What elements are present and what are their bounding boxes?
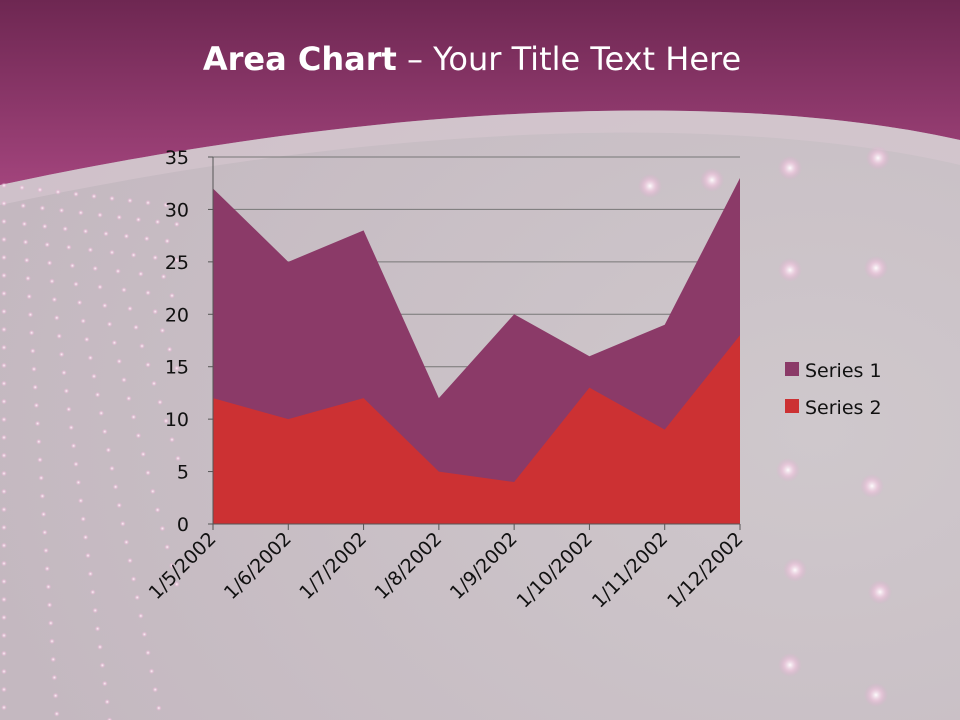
y-tick-label: 10 [165,409,189,431]
y-tick-label: 0 [177,514,189,536]
y-tick-label: 20 [165,304,189,326]
x-tick-label: 1/10/2002 [513,528,597,612]
background-light-dots [1,146,892,720]
x-tick-label: 1/8/2002 [370,528,446,604]
legend-label-series-2: Series 2 [805,397,882,419]
legend-swatch-series-2 [785,399,799,413]
y-tick-label: 30 [165,199,189,221]
x-tick-label: 1/6/2002 [220,528,296,604]
x-tick-label: 1/5/2002 [145,528,221,604]
x-tick-label: 1/12/2002 [663,528,747,612]
x-tick-label: 1/11/2002 [588,528,672,612]
legend-label-series-1: Series 1 [805,360,882,382]
slide-title-rest: – Your Title Text Here [396,40,742,78]
series-2-area [213,335,740,524]
slide-title-bold: Area Chart [202,40,397,78]
x-tick-label: 1/7/2002 [295,528,371,604]
y-tick-label: 15 [165,357,189,379]
legend-swatch-series-1 [785,362,799,376]
x-tick-label: 1/9/2002 [446,528,522,604]
y-tick-label: 25 [165,252,189,274]
y-tick-label: 5 [177,462,189,484]
y-tick-label: 35 [165,147,189,169]
slide-title: Area Chart – Your Title Text Here [0,40,944,78]
